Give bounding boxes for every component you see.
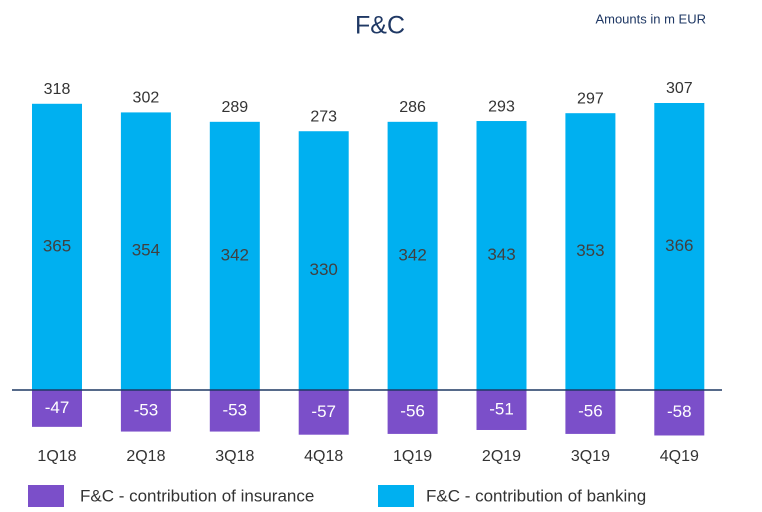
x-tick-label: 1Q19	[393, 448, 432, 465]
chart-subtitle: Amounts in m EUR	[595, 11, 706, 26]
x-tick-label: 1Q18	[37, 448, 76, 465]
insurance-label: -53	[223, 400, 248, 419]
x-tick-label: 4Q19	[660, 448, 699, 465]
bar-banking	[32, 103, 82, 391]
x-tick-label: 2Q18	[126, 448, 165, 465]
bar-insurance	[298, 390, 349, 435]
x-tick-label: 4Q18	[304, 448, 343, 465]
bar-insurance	[476, 390, 527, 430]
total-label: 307	[666, 80, 693, 97]
legend-label: F&C - contribution of banking	[426, 486, 646, 505]
insurance-label: -58	[667, 402, 692, 421]
banking-label: 365	[43, 236, 71, 255]
banking-label: 342	[221, 245, 249, 264]
x-tick-label: 2Q19	[482, 448, 521, 465]
total-label: 302	[133, 90, 160, 107]
bar-insurance	[654, 390, 705, 436]
banking-label: 366	[665, 236, 693, 255]
bar-insurance	[387, 390, 438, 434]
bar-insurance	[32, 390, 82, 427]
banking-label: 330	[310, 260, 338, 279]
bar-insurance	[120, 390, 171, 432]
total-label: 297	[577, 90, 604, 107]
bar-banking	[476, 121, 527, 390]
banking-label: 342	[398, 245, 426, 264]
bar-insurance	[565, 390, 616, 434]
bar-insurance	[209, 390, 260, 432]
total-label: 289	[221, 99, 248, 116]
bar-banking	[298, 131, 349, 391]
insurance-label: -47	[45, 398, 70, 417]
legend-label: F&C - contribution of insurance	[80, 486, 314, 505]
bar-banking	[565, 113, 616, 390]
insurance-label: -56	[578, 401, 603, 420]
insurance-label: -51	[489, 399, 514, 418]
banking-label: 343	[487, 245, 515, 264]
insurance-label: -57	[311, 402, 336, 421]
total-label: 293	[488, 98, 515, 115]
total-label: 318	[44, 81, 71, 98]
total-label: 286	[399, 99, 426, 116]
bar-banking	[209, 121, 260, 390]
x-tick-label: 3Q18	[215, 448, 254, 465]
banking-label: 353	[576, 241, 604, 260]
total-label: 273	[310, 108, 337, 125]
insurance-label: -56	[400, 401, 425, 420]
legend-swatch	[28, 485, 64, 507]
legend-swatch	[378, 485, 414, 507]
insurance-label: -53	[134, 400, 159, 419]
bar-banking	[654, 103, 705, 390]
bar-banking	[120, 112, 171, 390]
x-tick-label: 3Q19	[571, 448, 610, 465]
bar-banking	[387, 121, 438, 390]
chart-title: F&C	[355, 12, 405, 40]
banking-label: 354	[132, 241, 160, 260]
